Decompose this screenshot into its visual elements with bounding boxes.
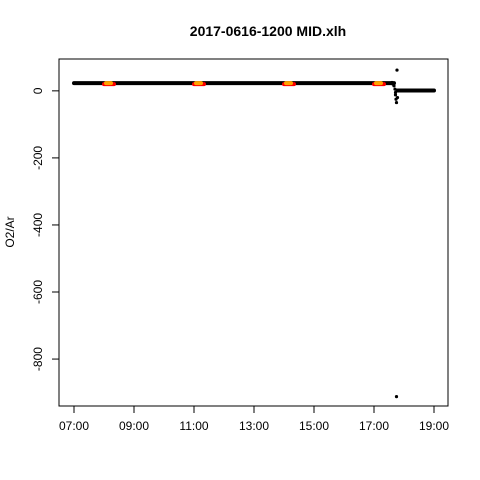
x-tick-label-3: 13:00 — [239, 419, 269, 433]
series-0 — [72, 68, 436, 399]
plot-marks — [72, 68, 436, 399]
x-tick-label-6: 19:00 — [419, 419, 449, 433]
series-0-point-9 — [395, 95, 400, 100]
x-tick-label-5: 17:00 — [359, 419, 389, 433]
y-tick-label-2: -400 — [31, 213, 45, 237]
x-tick-label-1: 09:00 — [119, 419, 149, 433]
x-tick-label-0: 07:00 — [59, 419, 89, 433]
series-0-point-10 — [394, 395, 399, 399]
series-0-point-5 — [393, 93, 398, 97]
x-axis: 07:00 09:00 11:00 13:00 15:00 17:00 19:00 — [59, 405, 449, 433]
y-axis-label: O2/Ar — [3, 216, 17, 247]
series-0-point-2 — [392, 84, 396, 88]
series-0-point-4 — [393, 90, 398, 95]
y-tick-label-3: -600 — [31, 280, 45, 304]
y-tick-label-1: -200 — [31, 146, 45, 170]
series-0-point-8 — [395, 68, 399, 72]
y-tick-label-0: 0 — [31, 87, 45, 94]
x-tick-label-4: 15:00 — [299, 419, 329, 433]
x-tick-label-2: 11:00 — [179, 419, 208, 433]
series-0-point-7 — [394, 100, 399, 105]
chart-title: 2017-0616-1200 MID.xlh — [190, 23, 346, 39]
y-axis: 0 -200 -400 -600 -800 — [31, 87, 60, 371]
series-0-point-3 — [393, 87, 397, 91]
y-tick-label-4: -800 — [31, 347, 45, 371]
